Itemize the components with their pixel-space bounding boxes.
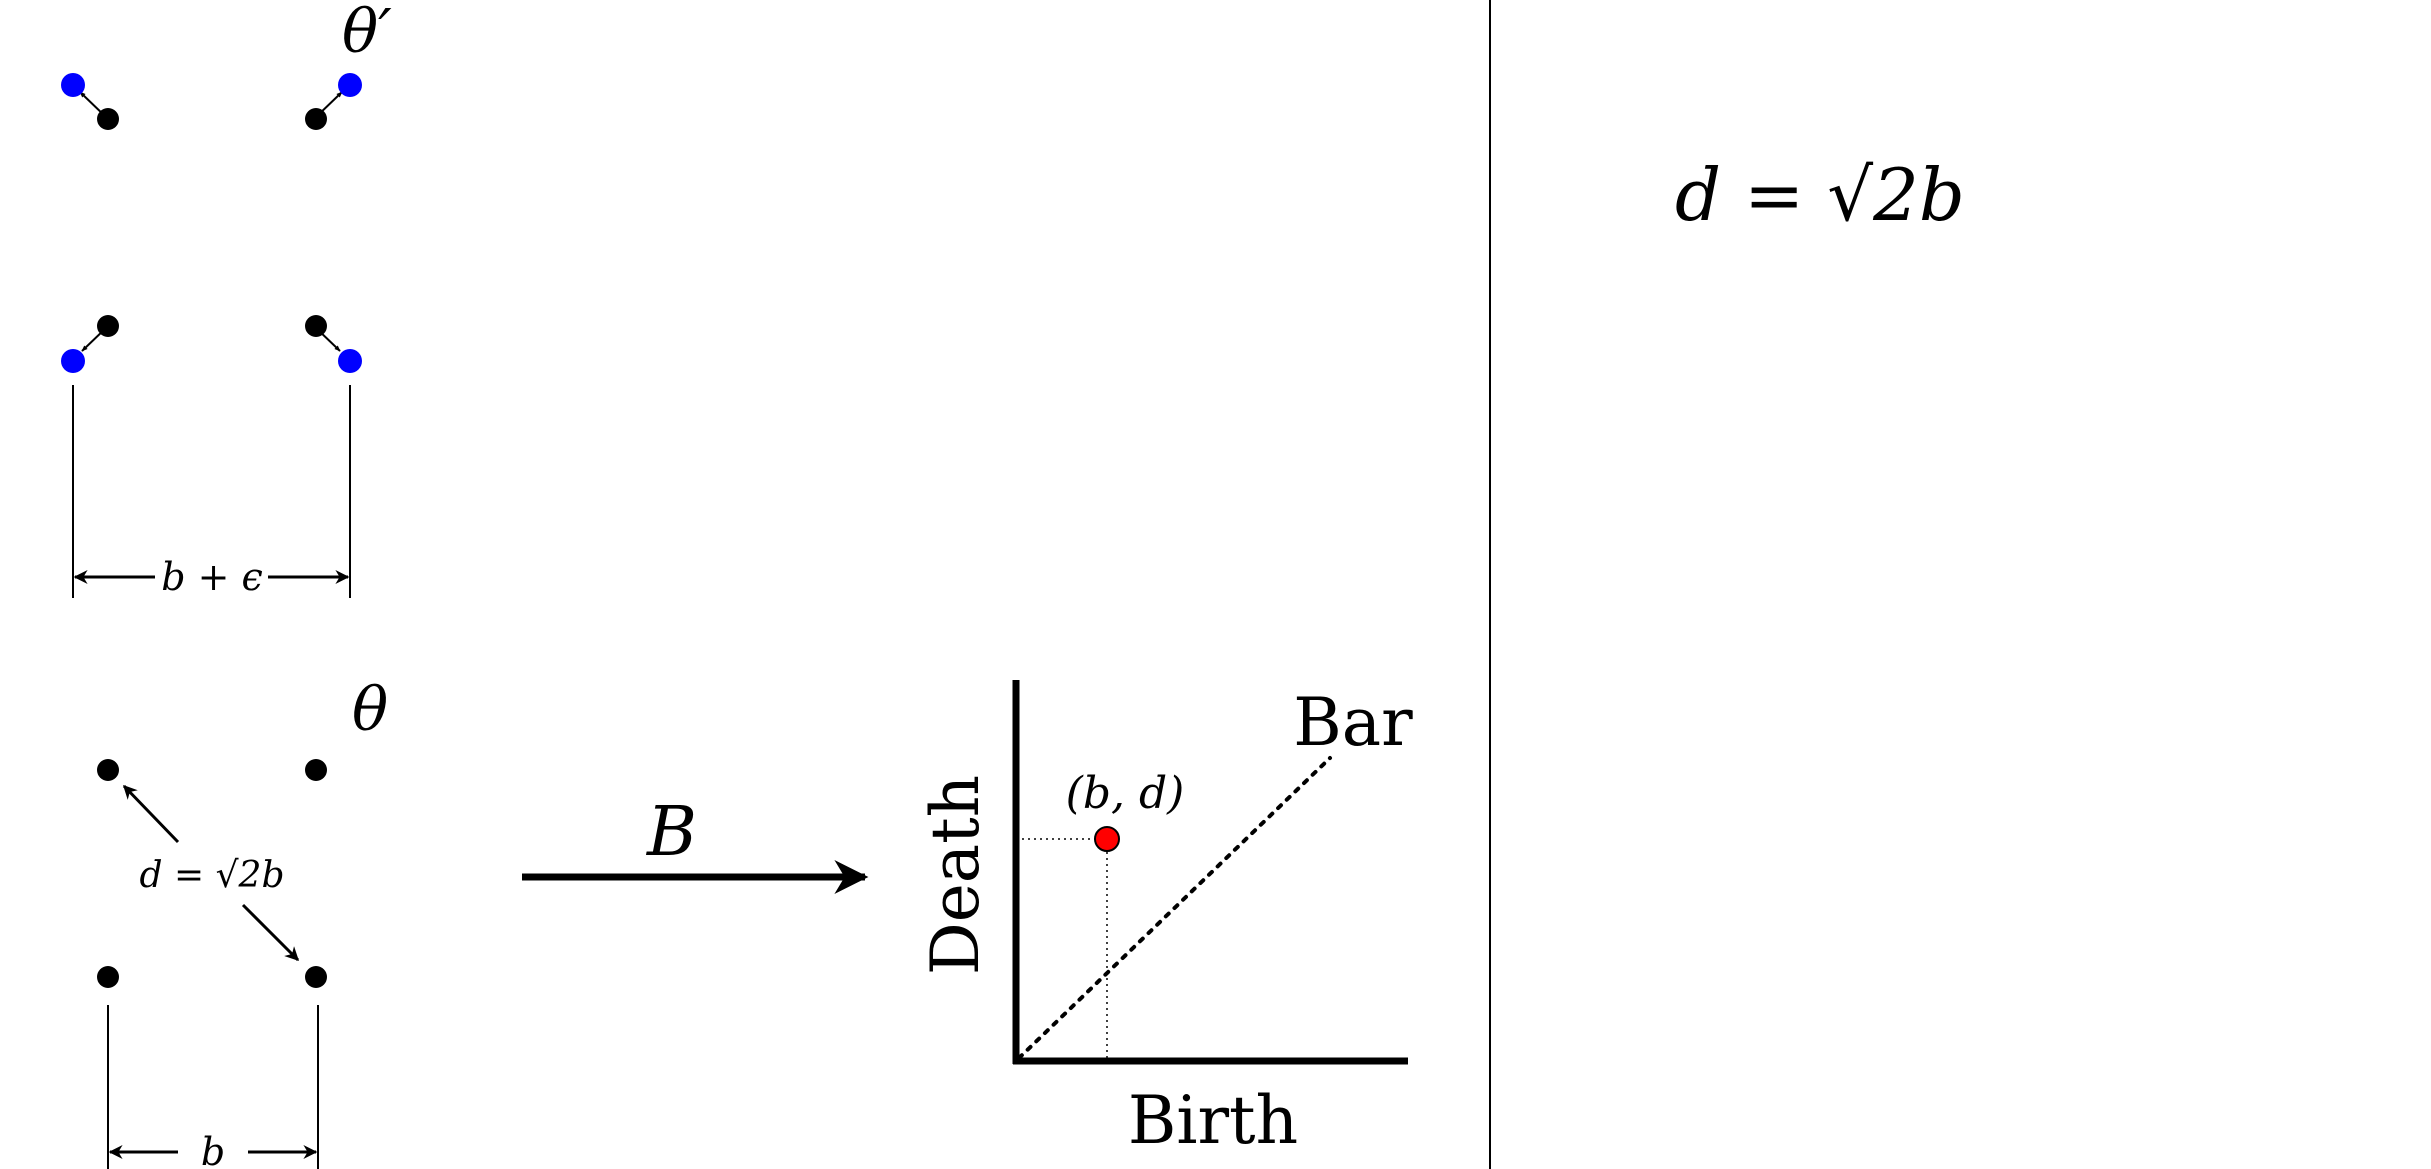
point-label: (b, d) [1066,768,1185,819]
distance-arrow [241,903,300,962]
point [97,759,119,781]
y-axis-label: Death [917,775,994,975]
equation: d = √2b [1675,153,1965,237]
perturbed-point [338,73,362,97]
original-point [97,315,119,337]
bottom-configuration: θ d = √2b b [97,675,388,1169]
map-label: B [645,793,697,872]
original-point [305,108,327,130]
perturbed-point [61,73,85,97]
original-point [97,108,119,130]
original-point [305,315,327,337]
point [97,966,119,988]
distance-label: d = √2b [140,855,285,896]
width-label: b + ϵ [161,555,263,599]
perturbed-point [61,349,85,373]
persistence-point [1094,826,1120,852]
width-label: b [201,1130,225,1169]
theta-label: θ [352,675,388,745]
diagonal-label: Bar [1293,684,1413,761]
point [305,966,327,988]
theta-prime-label: θ′ [342,0,392,67]
diagonal-line [1017,756,1332,1060]
distance-arrow [122,784,180,844]
perturbed-point [338,349,362,373]
x-axis-label: Birth [1128,1082,1298,1159]
map-arrow-group: B [522,793,869,894]
persistence-diagram: (b, d) Bar Birth Death [917,680,1413,1159]
top-configuration: θ′ b + ϵ [61,0,392,599]
point [305,759,327,781]
